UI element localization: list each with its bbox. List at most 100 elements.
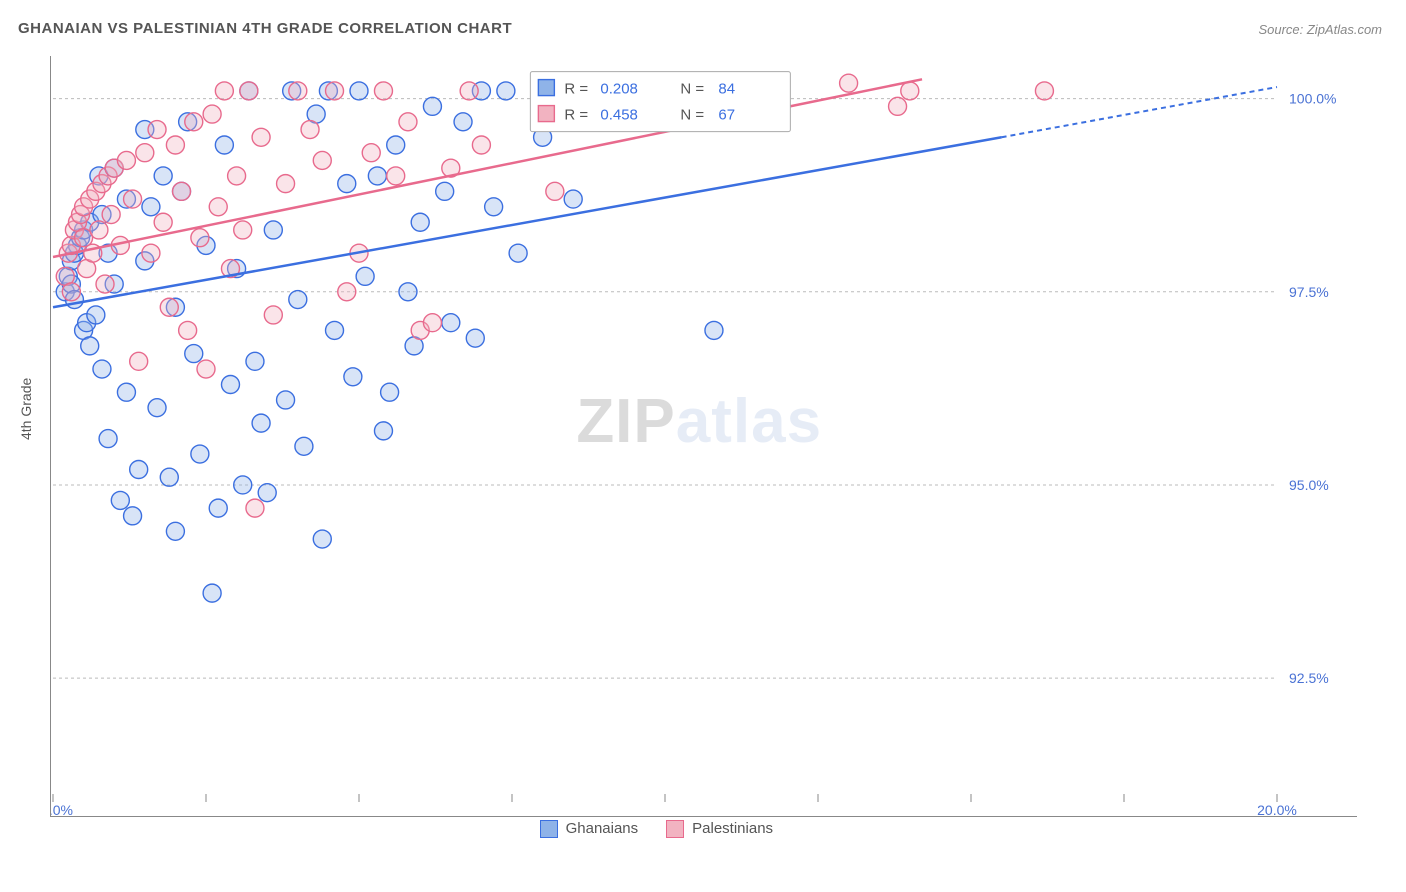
data-point (111, 491, 129, 509)
data-point (160, 298, 178, 316)
data-point (215, 82, 233, 100)
data-point (362, 144, 380, 162)
data-point (191, 229, 209, 247)
data-point (301, 121, 319, 139)
data-point (93, 360, 111, 378)
data-point (191, 445, 209, 463)
svg-text:95.0%: 95.0% (1289, 477, 1329, 493)
data-point (277, 175, 295, 193)
data-point (368, 167, 386, 185)
svg-text:R =: R = (564, 107, 588, 124)
source-label: Source: ZipAtlas.com (1258, 22, 1382, 37)
svg-text:100.0%: 100.0% (1289, 91, 1336, 107)
data-point (154, 213, 172, 231)
data-point (87, 306, 105, 324)
data-point (160, 468, 178, 486)
data-point (326, 321, 344, 339)
svg-text:97.5%: 97.5% (1289, 284, 1329, 300)
svg-text:N =: N = (680, 107, 704, 124)
svg-text:67: 67 (718, 107, 735, 124)
data-point (179, 321, 197, 339)
data-point (209, 499, 227, 517)
data-point (509, 244, 527, 262)
legend-swatch (538, 80, 554, 96)
data-point (246, 352, 264, 370)
data-point (264, 221, 282, 239)
data-point (90, 221, 108, 239)
legend-bottom: GhanaiansPalestinians (540, 820, 773, 838)
data-point (130, 352, 148, 370)
data-point (221, 376, 239, 394)
svg-text:R =: R = (564, 81, 588, 98)
data-point (472, 136, 490, 154)
data-point (228, 167, 246, 185)
data-point (99, 430, 117, 448)
data-point (454, 113, 472, 131)
data-point (466, 329, 484, 347)
data-point (277, 391, 295, 409)
data-point (96, 275, 114, 293)
data-point (901, 82, 919, 100)
data-point (889, 97, 907, 115)
data-point (173, 182, 191, 200)
data-point (154, 167, 172, 185)
data-point (840, 74, 858, 92)
data-point (381, 383, 399, 401)
data-point (326, 82, 344, 100)
data-point (485, 198, 503, 216)
data-point (234, 476, 252, 494)
data-point (252, 414, 270, 432)
data-point (295, 437, 313, 455)
data-point (423, 97, 441, 115)
data-point (338, 283, 356, 301)
data-point (344, 368, 362, 386)
data-point (313, 151, 331, 169)
svg-text:0.0%: 0.0% (50, 802, 73, 817)
data-point (497, 82, 515, 100)
data-point (130, 460, 148, 478)
data-point (234, 221, 252, 239)
data-point (203, 584, 221, 602)
data-point (148, 121, 166, 139)
data-point (166, 136, 184, 154)
svg-text:N =: N = (680, 81, 704, 98)
svg-text:20.0%: 20.0% (1257, 802, 1297, 817)
data-point (442, 314, 460, 332)
data-point (399, 283, 417, 301)
chart-title: GHANAIAN VS PALESTINIAN 4TH GRADE CORREL… (18, 20, 512, 37)
data-point (423, 314, 441, 332)
data-point (460, 82, 478, 100)
data-point (387, 167, 405, 185)
data-point (117, 383, 135, 401)
data-point (356, 267, 374, 285)
data-point (215, 136, 233, 154)
data-point (148, 399, 166, 417)
data-point (564, 190, 582, 208)
data-point (374, 422, 392, 440)
data-point (81, 337, 99, 355)
y-axis-label: 4th Grade (18, 378, 34, 440)
data-point (197, 360, 215, 378)
trend-line (53, 137, 1002, 307)
data-point (289, 291, 307, 309)
svg-text:84: 84 (718, 81, 735, 98)
data-point (1035, 82, 1053, 100)
data-point (136, 144, 154, 162)
legend-swatch (540, 820, 558, 838)
data-point (124, 190, 142, 208)
data-point (185, 113, 203, 131)
data-point (258, 484, 276, 502)
data-point (264, 306, 282, 324)
svg-text:92.5%: 92.5% (1289, 670, 1329, 686)
data-point (62, 283, 80, 301)
data-point (546, 182, 564, 200)
legend-item: Palestinians (666, 820, 773, 838)
data-point (142, 244, 160, 262)
data-point (203, 105, 221, 123)
data-point (411, 213, 429, 231)
data-point (387, 136, 405, 154)
svg-text:0.458: 0.458 (600, 107, 638, 124)
data-point (338, 175, 356, 193)
data-point (252, 128, 270, 146)
data-point (117, 151, 135, 169)
